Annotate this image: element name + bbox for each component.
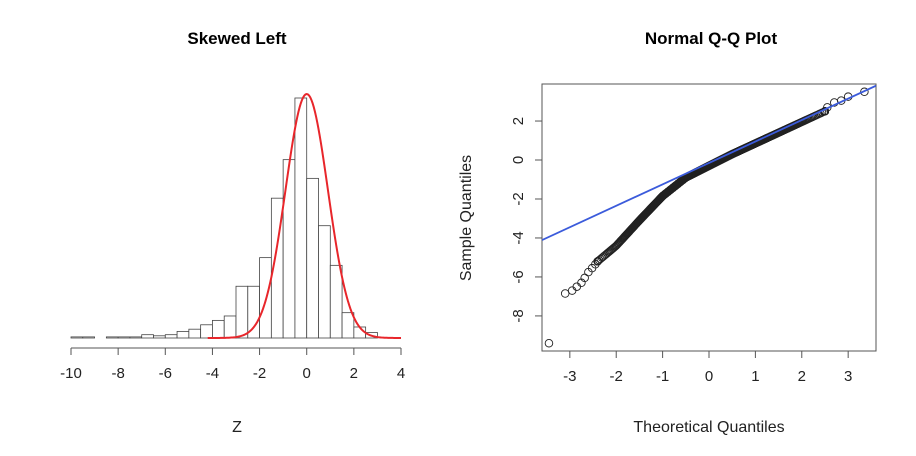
hist-bar (329, 264, 343, 339)
qq-title: Normal Q-Q Plot (645, 29, 778, 48)
qq-point (560, 289, 570, 298)
hist-bar (188, 328, 202, 339)
qq-y-tick-label: -4 (510, 231, 527, 244)
hist-bar (117, 336, 131, 339)
hist-bar (235, 285, 249, 339)
hist-title: Skewed Left (187, 29, 287, 48)
qq-y-tick-label: -8 (510, 309, 527, 322)
hist-x-tick-label: -6 (159, 365, 172, 382)
hist-bar (212, 319, 225, 339)
qq-y-tick-label: -6 (510, 270, 527, 283)
qq-x-tick-label: -2 (610, 368, 623, 385)
hist-x-tick-label: -4 (206, 365, 219, 382)
normal-density-curve (207, 92, 402, 339)
qq-x-tick-label: 0 (705, 368, 713, 385)
hist-bar (129, 336, 143, 339)
hist-bar (200, 324, 213, 339)
hist-xlabel: Z (232, 419, 242, 436)
qq-y-tick-label: 2 (510, 117, 527, 125)
hist-bar (153, 335, 166, 339)
hist-bar (318, 225, 331, 339)
qq-points (544, 87, 869, 348)
qq-x-tick-label: 1 (751, 368, 759, 385)
hist-bar (105, 336, 119, 339)
qq-point (572, 282, 582, 291)
hist-bar (141, 334, 154, 339)
hist-x-tick-label: -2 (253, 365, 266, 382)
qq-point (860, 87, 869, 97)
hist-bar (223, 315, 237, 339)
hist-bar (70, 336, 84, 339)
qq-panel: Normal Q-Q Plot -3 -2 -1 0 1 2 3 -8 -6 -4 -2 0 2 Th… (458, 29, 877, 436)
hist-bar (82, 336, 95, 339)
hist-bar (341, 312, 355, 339)
hist-x-tick-label: 4 (397, 365, 405, 382)
qq-y-axis: -8 -6 -4 -2 0 2 (510, 117, 542, 323)
histogram-panel: Skewed Left -10 -8 -6 -4 -2 0 2 4 Z (60, 29, 405, 436)
hist-x-tick-label: -10 (60, 365, 82, 382)
qq-y-tick-label: 0 (510, 156, 527, 164)
hist-x-tick-label: 2 (350, 365, 358, 382)
hist-bar (294, 97, 308, 339)
hist-bar (164, 334, 178, 339)
hist-bar (306, 177, 319, 339)
qq-point (591, 260, 600, 269)
hist-x-tick-label: 0 (303, 365, 311, 382)
qq-x-tick-label: -3 (563, 368, 576, 385)
hist-bar (176, 330, 190, 339)
qq-x-tick-label: 2 (798, 368, 806, 385)
hist-bar (282, 159, 296, 339)
qq-x-tick-label: -1 (656, 368, 669, 385)
hist-x-axis: -10 -8 -6 -4 -2 0 2 4 (60, 347, 405, 382)
qq-xlabel: Theoretical Quantiles (633, 419, 784, 436)
qq-ylabel: Sample Quantiles (458, 155, 475, 281)
qq-point (567, 286, 577, 295)
qq-x-tick-label: 3 (844, 368, 852, 385)
qq-y-tick-label: -2 (510, 192, 527, 205)
qq-x-axis: -3 -2 -1 0 1 2 3 (563, 351, 852, 385)
hist-x-tick-label: -8 (111, 365, 124, 382)
qq-reference-line (542, 84, 876, 241)
qq-point (544, 338, 554, 348)
